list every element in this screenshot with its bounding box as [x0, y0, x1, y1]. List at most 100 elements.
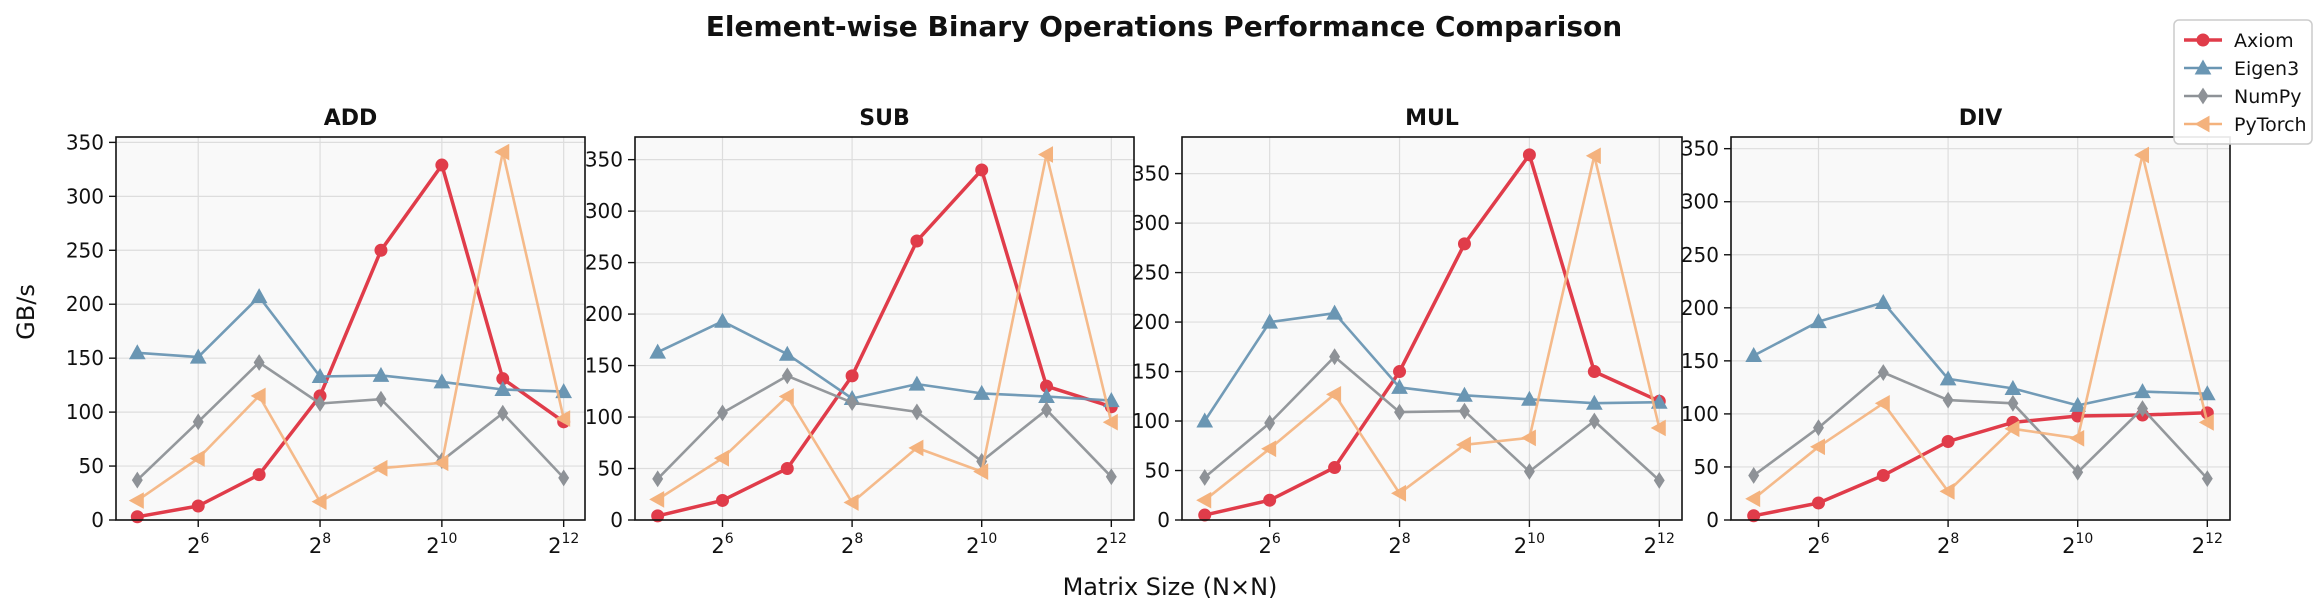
legend-marker: [2197, 87, 2209, 105]
legend-label: NumPy: [2234, 86, 2301, 108]
plot-area: [1182, 137, 1682, 520]
data-point: [433, 373, 451, 389]
x-tick-label: 210: [1514, 531, 1545, 558]
y-tick-label: 300: [1681, 190, 1719, 214]
legend-item-pytorch: PyTorch: [2184, 114, 2307, 136]
data-point: [1264, 414, 1276, 432]
x-tick-exponent: 6: [1272, 531, 1281, 547]
data-point: [1876, 468, 1890, 482]
y-tick-label: 100: [585, 405, 623, 429]
x-tick-label: 212: [1096, 531, 1127, 558]
x-tick-exponent: 10: [2075, 531, 2093, 547]
x-tick-base: 2: [1388, 534, 1401, 558]
y-tick-label: 150: [1681, 349, 1719, 373]
data-point: [1037, 146, 1054, 163]
x-tick-base: 2: [1937, 534, 1950, 558]
x-tick-base: 2: [309, 534, 322, 558]
data-point: [1877, 364, 1889, 381]
series-axiom: [1747, 406, 2214, 523]
data-point: [1261, 313, 1279, 329]
data-point: [1456, 386, 1473, 402]
series-line: [657, 168, 1112, 518]
data-point: [314, 395, 326, 412]
data-point: [494, 143, 510, 161]
x-tick-base: 2: [1514, 534, 1527, 558]
data-point: [781, 367, 793, 385]
data-point: [715, 493, 729, 507]
data-point: [1391, 378, 1408, 394]
data-point: [1196, 491, 1212, 509]
data-point: [435, 158, 449, 172]
data-point: [780, 462, 794, 476]
y-tick-label: 350: [1681, 137, 1719, 161]
data-point: [253, 354, 265, 371]
data-point: [189, 348, 207, 364]
x-tick-exponent: 8: [1950, 531, 1959, 547]
data-point: [1261, 440, 1277, 458]
data-point: [1326, 304, 1343, 320]
data-point: [1391, 484, 1407, 502]
shared-y-axis-label: GB/s: [12, 284, 40, 340]
data-point: [2069, 396, 2087, 412]
series-line: [1203, 154, 1661, 502]
plot-area: [1731, 137, 2230, 520]
data-point: [649, 491, 665, 508]
data-point: [555, 383, 573, 399]
data-point: [651, 509, 665, 523]
data-point: [1394, 403, 1406, 421]
data-point: [1041, 401, 1052, 419]
y-tick-label: 200: [66, 292, 104, 316]
series-eigen3: [128, 288, 573, 399]
x-tick-exponent: 12: [561, 531, 579, 547]
data-point: [1745, 490, 1761, 508]
series-line: [656, 374, 1113, 480]
data-point: [1522, 148, 1536, 162]
y-tick-label: 250: [585, 251, 623, 275]
legend-item-eigen3: Eigen3: [2184, 58, 2299, 80]
x-tick-label: 210: [2062, 531, 2093, 558]
x-tick-label: 28: [1388, 531, 1410, 558]
axes-frame: [115, 136, 586, 521]
x-tick-exponent: 8: [854, 531, 863, 547]
x-tick-exponent: 10: [1527, 531, 1545, 547]
x-tick-label: 212: [2192, 531, 2223, 558]
series-line: [1203, 311, 1660, 422]
series-line: [657, 153, 1113, 504]
data-point: [843, 494, 859, 511]
y-tick-label: 100: [1681, 402, 1719, 426]
x-tick-base: 2: [841, 534, 854, 558]
axes-frame: [1730, 136, 2231, 521]
legend-frame: [2173, 19, 2313, 145]
x-tick-base: 2: [426, 534, 439, 558]
y-tick-label: 0: [1706, 508, 1719, 532]
x-tick-label: 28: [1937, 531, 1959, 558]
series-line: [137, 295, 564, 393]
axes-frame: [634, 136, 1135, 521]
data-point: [1105, 468, 1117, 486]
data-point: [1393, 365, 1407, 379]
data-point: [1326, 385, 1342, 403]
x-tick-exponent: 6: [1821, 531, 1830, 547]
y-tick-label: 250: [66, 238, 104, 262]
data-point: [311, 367, 329, 384]
data-point: [2004, 420, 2020, 438]
data-point: [2004, 379, 2022, 395]
y-tick-label: 350: [585, 148, 623, 172]
data-point: [374, 243, 388, 257]
data-point: [130, 510, 144, 524]
data-point: [372, 459, 388, 477]
data-point: [975, 163, 989, 177]
series-line: [1752, 153, 2209, 500]
data-point: [433, 454, 449, 472]
data-point: [2072, 463, 2084, 481]
data-point: [1455, 436, 1471, 454]
series-line: [136, 163, 565, 519]
y-tick-label: 0: [1157, 508, 1170, 532]
x-tick-base: 2: [187, 534, 200, 558]
legend-label: Axiom: [2234, 30, 2294, 52]
x-tick-base: 2: [1096, 534, 1109, 558]
data-point: [1650, 419, 1666, 437]
